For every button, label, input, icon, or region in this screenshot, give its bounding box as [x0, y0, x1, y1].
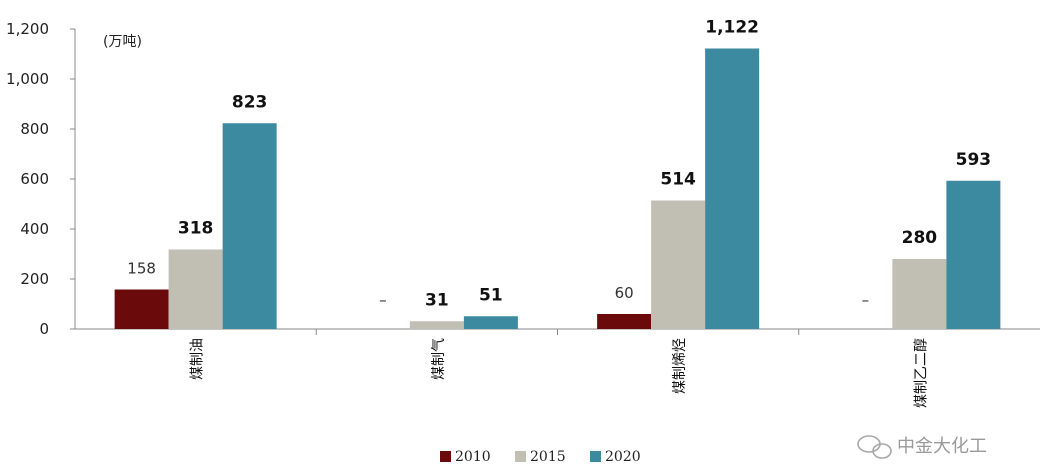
data-label: –: [379, 291, 387, 309]
data-label: –: [862, 291, 870, 309]
legend-label: 2020: [605, 449, 641, 465]
wechat-icon: [857, 435, 892, 459]
bar: [892, 259, 947, 329]
category-label: 煤制乙二醇: [912, 338, 929, 408]
data-label: 514: [660, 170, 696, 190]
data-label: 60: [615, 284, 634, 302]
legend: 2010 2015 2020: [440, 449, 641, 465]
bar: [651, 200, 706, 329]
watermark-text: 中金大化工: [897, 436, 987, 457]
legend-swatch: [440, 451, 451, 462]
y-tick-label: 1,200: [6, 20, 49, 38]
legend-label: 2015: [530, 449, 566, 465]
bar: [946, 180, 1001, 329]
data-label: 593: [956, 150, 992, 170]
y-tick-label: 0: [39, 320, 49, 338]
legend-label: 2010: [455, 449, 491, 465]
data-label: 31: [425, 290, 449, 310]
data-label: 318: [178, 219, 214, 239]
unit-label: (万吨): [103, 34, 142, 50]
data-labels: 158 318 823 – 31 51 60 514 1,122 – 280 593: [127, 18, 991, 311]
data-label: 823: [232, 92, 268, 112]
bars: [114, 48, 1001, 329]
y-tick-label: 200: [20, 270, 49, 288]
bar: [168, 249, 223, 329]
category-label: 煤制烯烃: [672, 338, 688, 394]
data-label: 1,122: [705, 18, 759, 38]
y-tick-label: 600: [20, 170, 49, 188]
legend-swatch: [515, 451, 526, 462]
y-tick-label: 1,000: [6, 70, 49, 88]
y-tick-label: 400: [20, 220, 49, 238]
category-labels: 煤制油 煤制气 煤制烯烃 煤制乙二醇: [190, 338, 930, 408]
bar: [222, 123, 277, 329]
legend-swatch: [590, 451, 601, 462]
data-label: 51: [479, 285, 503, 305]
y-tick-label: 800: [20, 120, 49, 138]
bar: [705, 48, 760, 329]
bar: [409, 321, 464, 329]
bar: [597, 314, 652, 329]
data-label: 158: [127, 260, 156, 278]
watermark: 中金大化工: [857, 435, 987, 459]
data-label: 280: [902, 228, 938, 248]
bar: [114, 289, 169, 329]
bar: [463, 316, 518, 329]
category-label: 煤制气: [431, 338, 447, 380]
category-label: 煤制油: [190, 338, 206, 380]
